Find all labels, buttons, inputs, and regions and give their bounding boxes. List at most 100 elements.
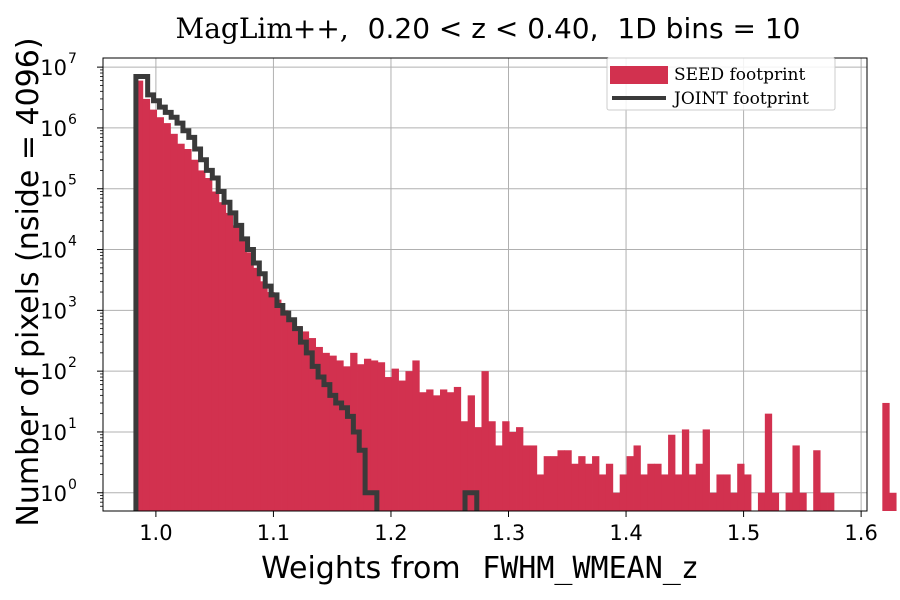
seed-bar bbox=[571, 463, 579, 511]
seed-bar bbox=[301, 331, 310, 511]
seed-bar bbox=[654, 463, 662, 511]
seed-bar bbox=[585, 463, 593, 511]
y-tick-label: 10 bbox=[40, 178, 67, 202]
y-tick-label: 10 bbox=[40, 421, 67, 445]
seed-bar bbox=[744, 474, 752, 511]
seed-bar bbox=[135, 80, 144, 511]
seed-bar bbox=[267, 292, 275, 511]
seed-bar bbox=[467, 395, 475, 511]
seed-bar bbox=[232, 225, 240, 511]
seed-bar bbox=[509, 431, 517, 511]
x-tick-label: 1.3 bbox=[492, 521, 525, 545]
seed-bar bbox=[177, 143, 185, 512]
seed-bar bbox=[412, 360, 420, 511]
y-tick-base: 10 bbox=[40, 239, 67, 263]
seed-bar bbox=[522, 445, 531, 511]
seed-bar bbox=[287, 319, 296, 511]
joint-histogram bbox=[133, 74, 480, 511]
x-tick-label: 1.4 bbox=[609, 521, 642, 545]
seed-bar bbox=[156, 117, 164, 512]
seed-bar bbox=[481, 371, 489, 511]
legend-joint-label: JOINT footprint bbox=[672, 89, 809, 109]
seed-bar bbox=[681, 429, 690, 511]
seed-bar bbox=[619, 474, 628, 511]
seed-bar bbox=[730, 492, 738, 511]
x-tick-label: 1.1 bbox=[257, 521, 290, 545]
seed-bar bbox=[198, 170, 206, 511]
y-tick-exponent: 5 bbox=[68, 173, 77, 189]
seed-bar bbox=[813, 450, 821, 511]
seed-bar bbox=[529, 445, 538, 511]
seed-bar bbox=[142, 98, 151, 511]
x-axis-label-prefix: Weights from bbox=[261, 551, 461, 586]
seed-bar bbox=[336, 360, 344, 511]
y-tick-base: 10 bbox=[40, 299, 67, 323]
seed-bar bbox=[695, 463, 704, 511]
legend-seed-swatch bbox=[610, 66, 668, 84]
x-tick-label: 1.0 bbox=[139, 521, 172, 545]
y-tick-base: 10 bbox=[40, 117, 67, 141]
seed-bar bbox=[419, 392, 427, 511]
title-redshift-range: 0.20 < z < 0.40, bbox=[368, 12, 599, 45]
seed-bar bbox=[426, 389, 434, 511]
seed-bar bbox=[253, 267, 261, 511]
seed-bar bbox=[163, 123, 171, 512]
seed-bar bbox=[668, 434, 676, 511]
seed-bar bbox=[391, 368, 399, 511]
seed-histogram bbox=[135, 80, 897, 512]
seed-bar bbox=[308, 338, 317, 511]
seed-bar bbox=[889, 492, 897, 511]
y-axis-label: Number of pixels (nside = 4096) bbox=[11, 37, 46, 526]
y-tick-label: 10 bbox=[40, 56, 67, 80]
seed-bar bbox=[281, 310, 289, 511]
y-tick-base: 10 bbox=[40, 56, 67, 80]
seed-bar bbox=[191, 159, 199, 511]
seed-bar bbox=[764, 413, 773, 511]
seed-bar bbox=[488, 421, 496, 511]
x-axis-label-code: FWHM_WMEAN_z bbox=[482, 551, 699, 586]
seed-bar bbox=[211, 191, 220, 511]
seed-bar bbox=[384, 377, 393, 511]
seed-bar bbox=[239, 238, 247, 511]
seed-bar bbox=[799, 492, 807, 511]
y-tick-exponent: 3 bbox=[68, 294, 77, 310]
plot-frame bbox=[102, 57, 868, 512]
seed-bar bbox=[446, 392, 455, 511]
y-tick-exponent: 4 bbox=[68, 234, 77, 250]
y-tick-exponent: 7 bbox=[68, 51, 77, 67]
seed-bar bbox=[225, 212, 234, 511]
seed-bar bbox=[737, 463, 745, 511]
seed-bar bbox=[626, 456, 634, 511]
y-tick-exponent: 6 bbox=[68, 112, 77, 128]
seed-bar bbox=[882, 402, 890, 511]
chart-title: MagLim++, 0.20 < z < 0.40, 1D bins = 10 bbox=[176, 12, 801, 45]
seed-bar bbox=[827, 492, 835, 511]
y-tick-base: 10 bbox=[40, 482, 67, 506]
seed-bar bbox=[709, 492, 717, 511]
y-tick-exponent: 1 bbox=[68, 416, 77, 432]
seed-bar bbox=[218, 202, 227, 512]
y-tick-exponent: 2 bbox=[68, 355, 77, 371]
seed-bar bbox=[688, 474, 697, 511]
seed-bar bbox=[820, 492, 828, 511]
seed-bar bbox=[149, 109, 158, 511]
y-tick-label: 10 bbox=[40, 482, 67, 506]
seed-bar bbox=[674, 474, 683, 511]
x-tick-label: 1.2 bbox=[374, 521, 407, 545]
seed-bar bbox=[260, 281, 268, 511]
seed-bar bbox=[578, 456, 586, 511]
seed-bar bbox=[647, 463, 655, 511]
seed-bar bbox=[205, 178, 213, 512]
seed-bar bbox=[440, 389, 448, 511]
seed-bar bbox=[598, 474, 607, 511]
seed-bar bbox=[605, 463, 614, 511]
seed-bar bbox=[543, 456, 551, 511]
seed-bar bbox=[723, 474, 731, 511]
seed-bar bbox=[184, 149, 192, 512]
seed-bar bbox=[343, 366, 351, 511]
seed-bar bbox=[370, 360, 379, 511]
joint-step-line bbox=[133, 74, 480, 511]
seed-bar bbox=[536, 474, 545, 511]
seed-bar bbox=[405, 371, 413, 511]
